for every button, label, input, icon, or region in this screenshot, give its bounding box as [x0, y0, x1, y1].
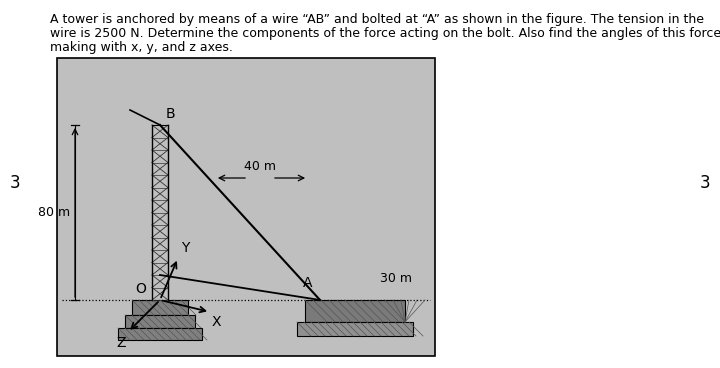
Text: 40 m: 40 m: [244, 160, 276, 173]
Bar: [132, 300, 188, 315]
Text: A tower is anchored by means of a wire “AB” and bolted at “A” as shown in the fi: A tower is anchored by means of a wire “…: [50, 13, 704, 26]
Text: B: B: [166, 107, 176, 121]
Text: A: A: [302, 276, 312, 290]
Bar: [305, 300, 405, 322]
Text: Z: Z: [117, 336, 126, 350]
Text: X: X: [212, 315, 222, 329]
Bar: [118, 328, 202, 340]
Text: Y: Y: [181, 241, 189, 255]
Bar: [57, 58, 435, 356]
Text: 30 m: 30 m: [380, 272, 412, 284]
Text: 3: 3: [10, 174, 21, 192]
Text: 3: 3: [699, 174, 710, 192]
Bar: [125, 315, 195, 328]
Text: wire is 2500 N. Determine the components of the force acting on the bolt. Also f: wire is 2500 N. Determine the components…: [50, 27, 720, 40]
Text: 80 m: 80 m: [38, 206, 70, 219]
Text: making with x, y, and z axes.: making with x, y, and z axes.: [50, 41, 233, 54]
Text: O: O: [135, 282, 146, 296]
Bar: [297, 322, 413, 336]
